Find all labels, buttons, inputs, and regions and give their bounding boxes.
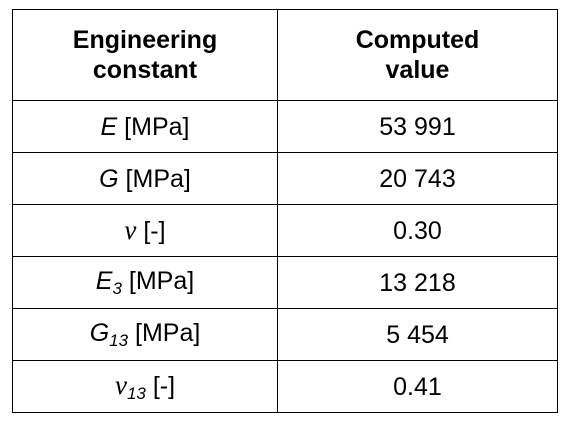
table-row: ν13 [-] 0.41	[12, 360, 558, 413]
constant-subscript: 3	[112, 278, 122, 298]
constant-unit: [-]	[143, 217, 166, 246]
table-row: G [MPa] 20 743	[12, 152, 558, 205]
value-cell: 5 454	[277, 308, 558, 361]
constant-symbol: E	[95, 266, 113, 295]
constant-unit: [-]	[152, 371, 176, 400]
header-col1-line1: Engineering	[72, 26, 218, 54]
engineering-constants-table: Engineering constant Computed value E [M…	[12, 9, 558, 413]
table-row: ν [-] 0.30	[12, 204, 558, 257]
constant-subscript: 13	[109, 330, 129, 350]
constant-symbol: ν	[124, 215, 137, 246]
constant-subscript: 13	[126, 383, 146, 403]
header-row: Engineering constant Computed value	[12, 9, 558, 101]
constant-cell: E3 [MPa]	[12, 256, 278, 309]
value-cell: 0.41	[277, 360, 558, 413]
constant-cell: G13 [MPa]	[12, 308, 278, 361]
constant-symbol: ν	[114, 369, 127, 400]
value-cell: 0.30	[277, 204, 558, 257]
constant-symbol: E	[100, 112, 118, 141]
constant-unit: [MPa]	[135, 318, 201, 347]
header-col2-line1: Computed	[355, 26, 480, 54]
constant-cell: G [MPa]	[12, 152, 278, 205]
table-row: E [MPa] 53 991	[12, 100, 558, 153]
header-computed-value: Computed value	[277, 9, 558, 101]
value-cell: 13 218	[277, 256, 558, 309]
engineering-constants-table-container: Engineering constant Computed value E [M…	[12, 9, 558, 424]
table-row: E3 [MPa] 13 218	[12, 256, 558, 309]
constant-unit: [MPa]	[124, 112, 190, 141]
table-row: G13 [MPa] 5 454	[12, 308, 558, 361]
header-engineering-constant: Engineering constant	[12, 9, 278, 101]
constant-symbol: G	[89, 318, 110, 347]
constant-unit: [MPa]	[125, 164, 191, 193]
constant-cell: ν [-]	[12, 204, 278, 257]
header-col1-line2: constant	[92, 56, 198, 84]
value-cell: 53 991	[277, 100, 558, 153]
header-col2-line2: value	[385, 56, 450, 84]
constant-symbol: G	[99, 164, 119, 193]
value-cell: 20 743	[277, 152, 558, 205]
constant-cell: E [MPa]	[12, 100, 278, 153]
constant-unit: [MPa]	[128, 266, 195, 295]
constant-cell: ν13 [-]	[12, 360, 278, 413]
